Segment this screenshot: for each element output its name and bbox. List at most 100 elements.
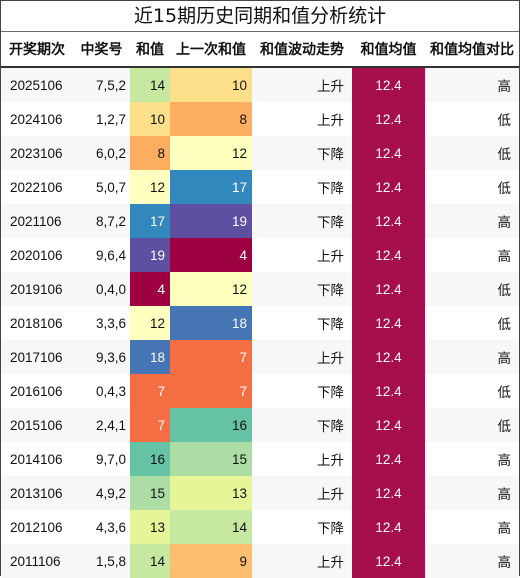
winning-numbers-cell: 9,3,6 — [73, 340, 130, 374]
trend-cell: 上升 — [252, 238, 352, 272]
avg-cell: 12.4 — [352, 476, 425, 510]
prev-sum-cell: 9 — [170, 544, 252, 578]
winning-numbers-cell: 7,5,2 — [73, 67, 130, 102]
table-row: 2011106 1,5,8 14 9 上升 12.4 高 — [1, 544, 519, 578]
table-row: 2012106 4,3,6 13 14 下降 12.4 高 — [1, 510, 519, 544]
avg-compare-cell: 高 — [425, 204, 519, 238]
avg-cell: 12.4 — [352, 170, 425, 204]
avg-compare-cell: 高 — [425, 442, 519, 476]
sum-cell: 16 — [130, 442, 170, 476]
avg-compare-cell: 低 — [425, 170, 519, 204]
table-body: 2025106 7,5,2 14 10 上升 12.4 高 2024106 1,2,7 10 8 上升… — [1, 67, 519, 578]
avg-cell: 12.4 — [352, 340, 425, 374]
winning-numbers-cell: 6,0,2 — [73, 136, 130, 170]
sum-cell: 13 — [130, 510, 170, 544]
table-row: 2025106 7,5,2 14 10 上升 12.4 高 — [1, 67, 519, 102]
avg-compare-cell: 低 — [425, 136, 519, 170]
winning-numbers-cell: 9,6,4 — [73, 238, 130, 272]
sum-cell: 10 — [130, 102, 170, 136]
avg-compare-cell: 低 — [425, 102, 519, 136]
table-row: 2016106 0,4,3 7 7 下降 12.4 低 — [1, 374, 519, 408]
avg-cell: 12.4 — [352, 544, 425, 578]
avg-compare-cell: 低 — [425, 408, 519, 442]
avg-compare-cell: 高 — [425, 510, 519, 544]
prev-sum-cell: 17 — [170, 170, 252, 204]
prev-sum-cell: 7 — [170, 340, 252, 374]
prev-sum-cell: 18 — [170, 306, 252, 340]
trend-cell: 上升 — [252, 102, 352, 136]
winning-numbers-cell: 0,4,3 — [73, 374, 130, 408]
sum-cell: 19 — [130, 238, 170, 272]
prev-sum-cell: 14 — [170, 510, 252, 544]
avg-cell: 12.4 — [352, 374, 425, 408]
table-row: 2024106 1,2,7 10 8 上升 12.4 低 — [1, 102, 519, 136]
avg-cell: 12.4 — [352, 306, 425, 340]
avg-compare-cell: 高 — [425, 67, 519, 102]
avg-cell: 12.4 — [352, 102, 425, 136]
period-cell: 2019106 — [1, 272, 73, 306]
trend-cell: 下降 — [252, 170, 352, 204]
winning-numbers-cell: 1,2,7 — [73, 102, 130, 136]
table-row: 2022106 5,0,7 12 17 下降 12.4 低 — [1, 170, 519, 204]
winning-numbers-cell: 4,3,6 — [73, 510, 130, 544]
table-row: 2023106 6,0,2 8 12 下降 12.4 低 — [1, 136, 519, 170]
table-row: 2021106 8,7,2 17 19 下降 12.4 高 — [1, 204, 519, 238]
avg-cell: 12.4 — [352, 272, 425, 306]
page-title: 近15期历史同期和值分析统计 — [1, 1, 519, 32]
table-row: 2014106 9,7,0 16 15 上升 12.4 高 — [1, 442, 519, 476]
sum-cell: 12 — [130, 306, 170, 340]
prev-sum-cell: 19 — [170, 204, 252, 238]
period-cell: 2022106 — [1, 170, 73, 204]
sum-cell: 7 — [130, 374, 170, 408]
period-cell: 2014106 — [1, 442, 73, 476]
sum-cell: 7 — [130, 408, 170, 442]
avg-cell: 12.4 — [352, 510, 425, 544]
trend-cell: 上升 — [252, 442, 352, 476]
table-row: 2018106 3,3,6 12 18 下降 12.4 低 — [1, 306, 519, 340]
col-header-avg: 和值均值 — [352, 32, 425, 68]
table-row: 2017106 9,3,6 18 7 上升 12.4 高 — [1, 340, 519, 374]
sum-cell: 14 — [130, 67, 170, 102]
avg-compare-cell: 高 — [425, 238, 519, 272]
period-cell: 2017106 — [1, 340, 73, 374]
table-row: 2013106 4,9,2 15 13 上升 12.4 高 — [1, 476, 519, 510]
winning-numbers-cell: 9,7,0 — [73, 442, 130, 476]
trend-cell: 下降 — [252, 272, 352, 306]
avg-cell: 12.4 — [352, 204, 425, 238]
prev-sum-cell: 15 — [170, 442, 252, 476]
col-header-trend: 和值波动走势 — [252, 32, 352, 68]
col-header-numbers: 中奖号 — [73, 32, 130, 68]
avg-compare-cell: 高 — [425, 544, 519, 578]
prev-sum-cell: 13 — [170, 476, 252, 510]
avg-compare-cell: 低 — [425, 306, 519, 340]
trend-cell: 下降 — [252, 374, 352, 408]
period-cell: 2020106 — [1, 238, 73, 272]
period-cell: 2024106 — [1, 102, 73, 136]
period-cell: 2012106 — [1, 510, 73, 544]
sum-cell: 8 — [130, 136, 170, 170]
winning-numbers-cell: 1,5,8 — [73, 544, 130, 578]
trend-cell: 下降 — [252, 204, 352, 238]
trend-cell: 下降 — [252, 408, 352, 442]
period-cell: 2015106 — [1, 408, 73, 442]
trend-cell: 上升 — [252, 67, 352, 102]
avg-cell: 12.4 — [352, 238, 425, 272]
col-header-sum: 和值 — [130, 32, 170, 68]
sum-cell: 18 — [130, 340, 170, 374]
prev-sum-cell: 8 — [170, 102, 252, 136]
sum-cell: 14 — [130, 544, 170, 578]
trend-cell: 下降 — [252, 306, 352, 340]
winning-numbers-cell: 8,7,2 — [73, 204, 130, 238]
prev-sum-cell: 10 — [170, 67, 252, 102]
period-cell: 2016106 — [1, 374, 73, 408]
period-cell: 2011106 — [1, 544, 73, 578]
winning-numbers-cell: 4,9,2 — [73, 476, 130, 510]
sum-cell: 17 — [130, 204, 170, 238]
prev-sum-cell: 7 — [170, 374, 252, 408]
trend-cell: 上升 — [252, 340, 352, 374]
winning-numbers-cell: 5,0,7 — [73, 170, 130, 204]
sum-analysis-table: 开奖期次 中奖号 和值 上一次和值 和值波动走势 和值均值 和值均值对比 202… — [1, 32, 519, 578]
table-row: 2020106 9,6,4 19 4 上升 12.4 高 — [1, 238, 519, 272]
winning-numbers-cell: 3,3,6 — [73, 306, 130, 340]
